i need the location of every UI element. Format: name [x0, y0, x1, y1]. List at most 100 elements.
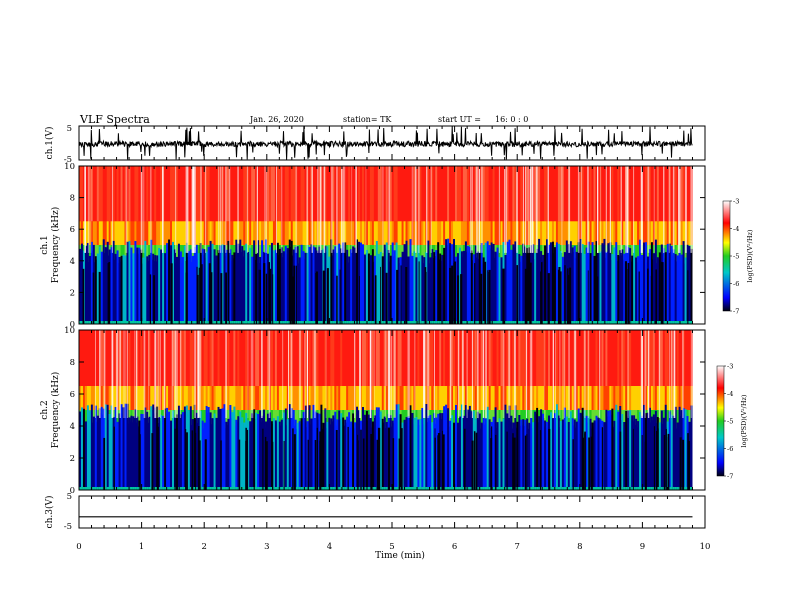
- spectrogram-streak: [200, 330, 201, 418]
- spectrogram-streak: [389, 330, 391, 418]
- spectrogram-streak: [548, 429, 550, 493]
- ch3-waveform-panel: 5 -5 ch.3(V): [44, 492, 705, 532]
- spectrogram-streak: [209, 263, 211, 326]
- spectrogram-streak: [664, 435, 666, 499]
- spectrogram-streak: [472, 166, 473, 253]
- spectrogram-streak: [584, 432, 586, 496]
- spectrogram-streak: [531, 330, 532, 418]
- spectrogram-streak: [490, 438, 492, 502]
- colorbar-tick-label: -3: [733, 198, 739, 206]
- spectrogram-streak: [257, 166, 258, 253]
- spectrogram-streak: [144, 330, 146, 418]
- spectrogram-streak: [648, 330, 649, 418]
- spectrogram-streak: [597, 166, 599, 253]
- ytick-label: 10: [64, 162, 75, 172]
- spectrogram-streak: [104, 330, 106, 418]
- ytick-label: 4: [70, 422, 75, 432]
- spectrogram-streak: [414, 330, 415, 418]
- spectrogram-streak: [591, 437, 592, 501]
- spectrogram-streak: [680, 437, 682, 501]
- spectrogram-streak: [415, 166, 416, 253]
- spectrogram-streak: [175, 166, 176, 253]
- spectrogram-streak: [291, 330, 293, 418]
- start-ut-label: start UT =: [438, 115, 481, 124]
- spectrogram-streak: [672, 330, 673, 418]
- spectrogram-streak: [171, 263, 173, 326]
- spectrogram-streak: [134, 330, 135, 418]
- spectrogram-streak: [143, 166, 144, 253]
- spectrogram-streak: [88, 166, 90, 253]
- spectrogram-streak: [314, 330, 315, 418]
- spectrogram-streak: [460, 274, 462, 337]
- spectrogram-streak: [263, 263, 265, 326]
- spectrogram-streak: [315, 273, 317, 336]
- ytick-label: 8: [70, 194, 75, 204]
- spectrogram-streak: [506, 166, 507, 253]
- spectrogram-streak: [470, 166, 471, 253]
- spectrogram-streak: [574, 330, 575, 418]
- spectrogram-streak: [148, 330, 149, 418]
- spectrogram-streak: [103, 438, 105, 502]
- spectrogram-streak: [419, 166, 420, 253]
- station-label: station= TK: [343, 115, 392, 124]
- spectrogram-streak: [540, 430, 541, 494]
- spectrogram-streak: [530, 166, 532, 253]
- ytick-label: 2: [70, 288, 75, 298]
- spectrogram-streak: [625, 261, 627, 324]
- spectrogram-streak: [312, 166, 313, 253]
- spectrogram-streak: [450, 330, 451, 418]
- spectrogram-streak: [495, 435, 496, 499]
- ch3-ytick-neg5: -5: [64, 522, 72, 532]
- spectrogram-streak: [320, 166, 322, 253]
- spectrogram-streak: [395, 330, 396, 418]
- spectrogram-streak: [126, 166, 128, 253]
- spectrogram-streak: [443, 434, 445, 498]
- spectrogram-streak: [412, 166, 414, 253]
- spectrogram-streak: [292, 428, 294, 492]
- spectrogram-streak: [197, 330, 198, 418]
- spectrogram-streak: [265, 166, 266, 253]
- spectrogram-streak: [488, 272, 490, 335]
- spectrogram-streak: [317, 428, 319, 492]
- spectrogram-streak: [305, 330, 306, 418]
- spectrogram-streak: [405, 267, 407, 330]
- spectrogram-streak: [336, 276, 338, 339]
- spectrogram-streak: [585, 330, 586, 418]
- xtick-label: 0: [76, 542, 81, 552]
- spectrogram-streak: [343, 166, 344, 253]
- spectrogram-streak: [480, 274, 482, 337]
- spectrogram-streak: [548, 273, 550, 336]
- spectrogram-streak: [124, 330, 125, 418]
- spectrogram-streak: [150, 274, 151, 337]
- spectrogram-streak: [366, 166, 367, 253]
- spectrogram-streak: [383, 166, 384, 253]
- spectrogram-streak: [261, 330, 262, 418]
- spectrogram-streak: [200, 166, 201, 253]
- spectrogram-streak: [120, 330, 121, 418]
- spectrogram-streak: [691, 330, 692, 418]
- xtick-label: 6: [452, 542, 457, 552]
- spectrogram-streak: [192, 430, 194, 494]
- xtick-label: 3: [264, 542, 269, 552]
- spectrogram-streak: [197, 267, 198, 330]
- spectrogram-streak: [628, 330, 629, 418]
- spectrogram-streak: [606, 166, 607, 253]
- ch1-spectrogram-ylabel-frequency: Frequency (kHz): [50, 207, 61, 284]
- spectrogram-streak: [481, 166, 482, 253]
- spectrogram-streak: [530, 263, 532, 326]
- spectrogram-streak: [269, 269, 271, 332]
- spectrogram-streak: [229, 166, 230, 253]
- spectrogram-streak: [687, 433, 689, 497]
- spectrogram-streak: [401, 428, 403, 492]
- spectrogram-streak: [370, 330, 371, 418]
- spectrogram-streak: [625, 166, 626, 253]
- ch2-spectrogram-ylabel-frequency: Frequency (kHz): [50, 372, 61, 449]
- spectrogram-streak: [248, 330, 249, 418]
- spectrogram-streak: [544, 330, 545, 418]
- spectrogram-streak: [114, 427, 115, 491]
- spectrogram-streak: [187, 166, 188, 253]
- spectrogram-streak: [669, 166, 670, 253]
- spectrogram-streak: [336, 430, 338, 494]
